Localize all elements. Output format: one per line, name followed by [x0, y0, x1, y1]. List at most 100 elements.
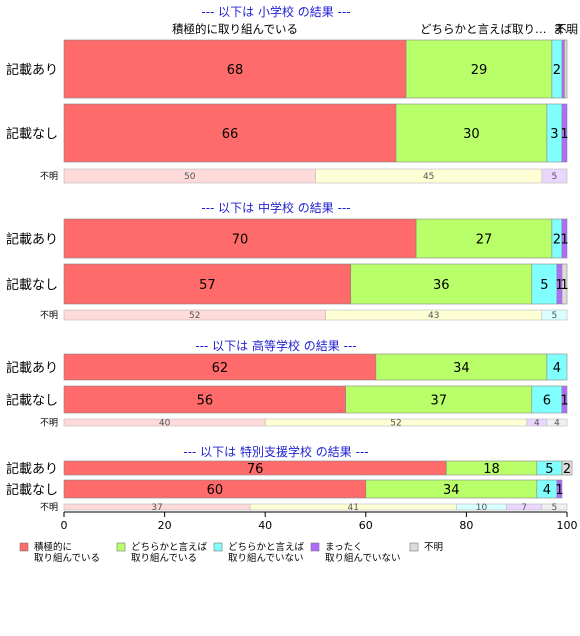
data-label: 52	[189, 311, 200, 321]
bar-segment	[395, 103, 548, 163]
section-1: --- 以下は 小学校 の結果 --- 記載あり 68 29 2 記載なし 66 30 3 1 不明…	[6, 4, 569, 184]
data-label: 5	[552, 503, 558, 513]
bar-row: 不明 37 41 10 7 5	[40, 502, 568, 513]
row-label: 不明	[40, 502, 58, 513]
row-label: 不明	[40, 418, 58, 429]
x-tick-label: 100	[557, 519, 578, 532]
legend-swatch	[409, 542, 419, 552]
top-label-somewhat-positive: どちらかと言えば取り…	[420, 22, 547, 36]
data-label: 4	[534, 419, 540, 429]
data-label: 52	[390, 419, 401, 429]
bar-segment	[561, 218, 568, 259]
row-label: 記載あり	[6, 232, 58, 248]
data-label: 4	[543, 483, 551, 498]
data-label: 66	[222, 127, 239, 142]
data-label: 1	[560, 233, 568, 248]
bar-row: 不明 50 45 5	[40, 168, 568, 184]
data-label: 41	[347, 503, 358, 513]
section-title: --- 以下は 高等学校 の結果 ---	[195, 338, 356, 353]
bar-segment	[556, 479, 563, 499]
data-label: 57	[199, 278, 216, 293]
legend-swatch	[116, 542, 126, 552]
bar-segment	[405, 39, 553, 99]
data-label: 37	[430, 394, 447, 409]
bar-segment	[350, 263, 533, 305]
x-axis: 0 20 40 60 80 100	[61, 511, 578, 532]
data-label: 3	[550, 127, 558, 142]
top-label-unknown: 不明	[555, 22, 578, 36]
bar-row: 不明 40 52 4 4	[40, 418, 568, 429]
bar-segment	[63, 263, 352, 305]
x-tick-label: 20	[158, 519, 172, 532]
row-label: 記載なし	[6, 126, 58, 142]
bar-row: 不明 52 43 5	[40, 309, 568, 321]
bar-row: 記載なし 60 34 4 1	[6, 479, 564, 499]
bar-row: 記載あり 62 34 4	[6, 353, 568, 381]
bar-row: 記載なし 66 30 3 1	[6, 103, 569, 163]
data-label: 18	[483, 462, 500, 477]
bar-row: 記載あり 76 18 5 2	[6, 460, 573, 477]
bar-segment	[561, 385, 568, 414]
bar-segment	[546, 418, 568, 427]
data-label: 1	[560, 394, 568, 409]
legend-label: 取り組んでいる	[131, 552, 197, 564]
legend-label: 取り組んでいない	[325, 552, 401, 564]
data-label: 29	[471, 63, 488, 78]
data-label: 62	[212, 361, 229, 376]
x-tick-label: 0	[61, 519, 68, 532]
bar-row: 記載なし 57 36 5 11	[6, 263, 569, 305]
bar-segment	[564, 39, 568, 99]
legend-swatch	[19, 542, 29, 552]
legend-label: 取り組んでいない	[228, 552, 304, 564]
bar-segment	[63, 103, 397, 163]
data-label: 4	[553, 361, 561, 376]
section-title: --- 以下は 中学校 の結果 ---	[201, 200, 350, 215]
bar-segment	[541, 168, 568, 184]
legend-label: どちらかと言えば	[131, 541, 208, 553]
data-label: 7	[521, 503, 527, 513]
top-label-negative: ま…	[553, 22, 576, 36]
section-title: --- 以下は 特別支援学校 の結果 ---	[183, 444, 368, 459]
row-label: 不明	[40, 310, 58, 321]
bar-segment	[415, 218, 553, 259]
legend-label: 積極的に	[34, 541, 72, 553]
bar-row: 記載あり 68 29 2	[6, 39, 568, 99]
data-label: 70	[232, 233, 249, 248]
bar-segment	[561, 263, 568, 305]
top-labels: 積極的に取り組んでいる どちらかと言えば取り… ま… 不明	[172, 22, 578, 36]
data-label: 36	[433, 278, 450, 293]
data-label: 2	[563, 462, 571, 477]
bar-segment	[531, 263, 558, 305]
bar-segment	[546, 353, 568, 381]
x-tick-label: 80	[459, 519, 473, 532]
data-label: 27	[476, 233, 493, 248]
data-label: 10	[476, 503, 488, 513]
bar-segment	[63, 385, 346, 414]
bar-segment	[561, 39, 565, 99]
row-label: 記載なし	[6, 277, 58, 293]
section-3: --- 以下は 高等学校 の結果 --- 記載あり 62 34 4 記載なし 56 37 6 1 不…	[6, 338, 569, 429]
x-tick-label: 40	[258, 519, 272, 532]
data-label: 68	[227, 63, 244, 78]
data-label: 34	[453, 361, 470, 376]
data-label: 37	[151, 503, 162, 513]
data-label: 40	[159, 419, 171, 429]
bar-segment	[63, 39, 407, 99]
legend-label: まったく	[325, 542, 363, 553]
data-label: 45	[423, 172, 434, 182]
x-tick-label: 60	[359, 519, 373, 532]
row-label: 記載なし	[6, 393, 58, 409]
data-label: 34	[443, 483, 460, 498]
bar-segment	[63, 218, 417, 259]
data-label: 5	[540, 278, 548, 293]
legend-item: 積極的に取り組んでいる	[19, 541, 100, 564]
bar-row: 記載なし 56 37 6 1	[6, 385, 569, 414]
data-label: 43	[428, 311, 439, 321]
legend-label: 不明	[424, 542, 443, 553]
